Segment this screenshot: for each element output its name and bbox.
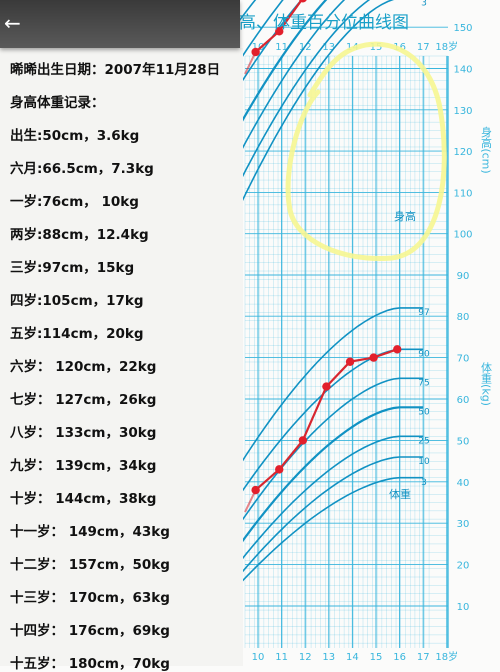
height-group-label: 身高 (394, 209, 416, 223)
record-item: 八岁： 133cm，30kg (10, 425, 157, 441)
y-tick-label: 30 (457, 519, 470, 530)
record-item: 六月:66.5cm，7.3kg (10, 161, 154, 177)
x-tick-label: 12 (299, 652, 312, 663)
height-percentile-curve (233, 0, 328, 136)
top-bar: ← (0, 0, 240, 48)
record-item: 十三岁： 170cm，63kg (10, 590, 170, 606)
weight-series-point (275, 465, 284, 474)
record-item: 十岁： 144cm，38kg (10, 491, 157, 507)
record-panel: 晞晞出生日期：2007年11月28日 身高体重记录： 出生:50cm，3.6kg… (0, 48, 243, 672)
record-item: 一岁:76cm， 10kg (10, 194, 139, 210)
weight-percentile-curve (233, 456, 424, 582)
record-item: 六岁： 120cm，22kg (10, 359, 157, 375)
x-tick-label: 10 (252, 42, 265, 53)
percentile-label: 3 (421, 478, 427, 488)
weight-percentile-curve (233, 435, 424, 570)
x-tick-label: 15 (370, 652, 383, 663)
y-tick-label: 20 (457, 561, 470, 572)
x-tick-label: 13 (322, 652, 335, 663)
birth-date: 晞晞出生日期：2007年11月28日 (10, 62, 221, 78)
percentile-label: 3 (421, 0, 427, 8)
record-item: 十四岁： 176cm，69kg (10, 623, 170, 639)
y-tick-label: 50 (457, 436, 470, 447)
weight-percentile-curve (233, 406, 424, 553)
y-tick-label: 140 (453, 65, 472, 76)
weight-percentile-curve (233, 307, 424, 474)
y-tick-label: 80 (457, 312, 470, 323)
record-item: 十五岁： 180cm，70kg (10, 656, 170, 672)
record-item: 出生:50cm，3.6kg (10, 128, 140, 144)
weight-percentile-curve (233, 377, 424, 532)
record-item: 三岁:97cm，15kg (10, 260, 135, 276)
y-tick-label: 150 (453, 23, 472, 34)
weight-series-point (393, 345, 402, 354)
records-heading: 身高体重记录： (10, 95, 105, 111)
height-axis-label: 身高(cm) (480, 125, 493, 174)
record-item: 两岁:88cm，12.4kg (10, 227, 149, 243)
record-item: 十一岁： 149cm，43kg (10, 524, 170, 540)
height-series-point (251, 47, 260, 57)
height-series-point (275, 27, 284, 36)
weight-axis-label: 体重(kg) (480, 361, 493, 406)
weight-percentile-curve (233, 476, 424, 590)
weight-series-point (251, 485, 260, 495)
x-tick-label: 14 (346, 652, 359, 663)
percentile-label: 50 (418, 407, 430, 417)
record-item: 七岁： 127cm，26kg (10, 392, 157, 408)
y-tick-label: 120 (453, 147, 472, 158)
height-percentile-curve (233, 0, 395, 218)
record-item: 四岁:105cm，17kg (10, 293, 144, 309)
record-item: 五岁:114cm，20kg (10, 326, 144, 342)
back-arrow-icon[interactable]: ← (4, 11, 21, 35)
record-item: 九岁： 139cm，34kg (10, 458, 157, 474)
height-series-point (299, 0, 307, 3)
y-tick-label: 130 (453, 106, 472, 117)
weight-series-point (322, 382, 331, 391)
x-tick-label: 11 (275, 652, 288, 663)
weight-group-label: 体重 (389, 487, 411, 501)
y-tick-label: 70 (457, 354, 470, 365)
x-tick-label: 18岁 (435, 40, 458, 53)
x-tick-label: 16 (393, 652, 406, 663)
percentile-label: 97 (418, 308, 429, 318)
y-tick-label: 100 (453, 230, 472, 241)
weight-series-point (345, 357, 355, 366)
y-tick-label: 40 (457, 478, 470, 489)
x-tick-label: 10 (252, 652, 265, 663)
percentile-label: 75 (418, 378, 429, 388)
height-percentile-curve (233, 0, 346, 164)
height-percentile-curve (233, 0, 284, 69)
percentile-label: 25 (418, 436, 429, 446)
record-item: 十二岁： 157cm，50kg (10, 557, 170, 573)
y-tick-label: 60 (457, 395, 470, 406)
x-tick-label: 15 (370, 42, 383, 53)
height-percentile-curve (233, 0, 371, 193)
x-tick-label: 13 (322, 42, 335, 53)
x-tick-label: 17 (417, 652, 430, 663)
x-tick-label: 11 (275, 42, 288, 53)
weight-series-point (369, 353, 378, 362)
x-tick-label: 18岁 (435, 650, 458, 663)
chart-title: 身高、体重百分位曲线图 (222, 13, 409, 33)
y-tick-label: 110 (453, 188, 472, 199)
percentile-label: 90 (418, 349, 430, 359)
y-tick-label: 90 (457, 271, 470, 282)
y-tick-label: 10 (457, 602, 470, 613)
highlight-circle (285, 41, 447, 261)
height-percentile-curve (233, 0, 303, 94)
percentile-label: 10 (418, 457, 430, 467)
weight-series-point (298, 436, 308, 445)
x-tick-label: 17 (417, 42, 430, 53)
